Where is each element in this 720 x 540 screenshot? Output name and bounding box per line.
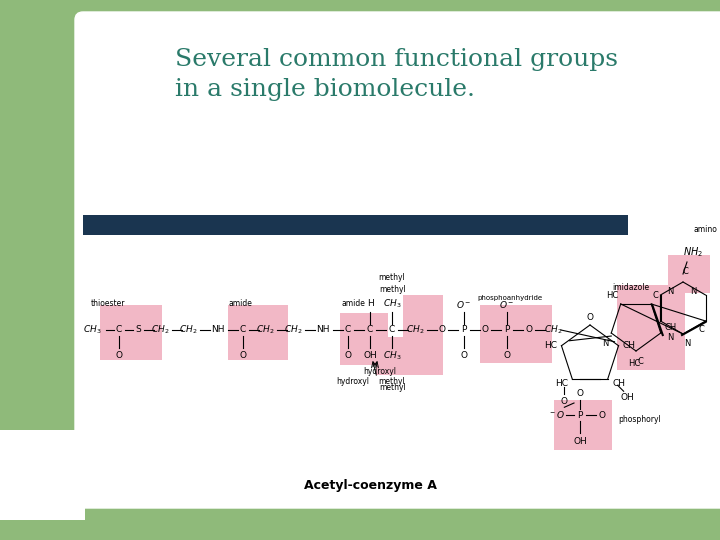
Bar bbox=[480, 305, 552, 363]
Text: $CH_2$: $CH_2$ bbox=[150, 324, 169, 336]
Text: amide: amide bbox=[341, 299, 365, 307]
Text: CH: CH bbox=[622, 341, 635, 350]
Text: HC: HC bbox=[544, 341, 557, 350]
Text: HC: HC bbox=[555, 379, 568, 388]
Text: imidazole: imidazole bbox=[613, 282, 650, 292]
Text: NH: NH bbox=[316, 326, 330, 334]
Text: C: C bbox=[345, 326, 351, 334]
Text: C: C bbox=[367, 326, 373, 334]
Text: $CH_2$: $CH_2$ bbox=[256, 324, 274, 336]
Text: $CH_2$: $CH_2$ bbox=[406, 324, 424, 336]
Text: O: O bbox=[344, 352, 351, 361]
Text: C: C bbox=[637, 356, 643, 366]
Text: P: P bbox=[577, 410, 582, 420]
Text: $NH_2$: $NH_2$ bbox=[683, 245, 703, 259]
Bar bbox=[668, 255, 710, 293]
Text: O: O bbox=[482, 326, 488, 334]
Text: hydroxyl: hydroxyl bbox=[336, 377, 369, 387]
Bar bbox=[228, 305, 288, 360]
Text: C: C bbox=[389, 326, 395, 334]
Bar bbox=[403, 337, 443, 375]
Text: methyl: methyl bbox=[379, 383, 406, 393]
Text: O: O bbox=[240, 352, 246, 361]
Bar bbox=[100, 305, 162, 360]
Text: $CH_2$: $CH_2$ bbox=[179, 324, 197, 336]
Text: C: C bbox=[682, 267, 688, 276]
Text: methyl: methyl bbox=[379, 273, 405, 282]
Text: N: N bbox=[690, 287, 697, 295]
Text: phosphoanhydride: phosphoanhydride bbox=[477, 295, 543, 301]
Bar bbox=[376, 337, 406, 375]
Text: phosphoryl: phosphoryl bbox=[618, 415, 662, 424]
Bar bbox=[403, 295, 443, 337]
Text: CH: CH bbox=[612, 379, 625, 388]
Text: methyl: methyl bbox=[379, 377, 405, 387]
Text: S: S bbox=[135, 326, 141, 334]
Text: O: O bbox=[526, 326, 533, 334]
Text: $^-O$: $^-O$ bbox=[548, 409, 564, 421]
Text: O: O bbox=[598, 410, 606, 420]
Text: OH: OH bbox=[621, 393, 634, 402]
Text: N: N bbox=[602, 339, 608, 348]
Text: N: N bbox=[667, 333, 674, 341]
Text: Acetyl-coenzyme A: Acetyl-coenzyme A bbox=[304, 478, 436, 491]
Text: $CH_3$: $CH_3$ bbox=[383, 350, 401, 362]
Bar bbox=[340, 313, 388, 365]
Text: $O^-$: $O^-$ bbox=[499, 299, 515, 309]
Text: C: C bbox=[240, 326, 246, 334]
Text: amino: amino bbox=[693, 226, 717, 234]
Text: in a single biomolecule.: in a single biomolecule. bbox=[175, 78, 475, 101]
Text: C: C bbox=[116, 326, 122, 334]
Text: HC: HC bbox=[628, 359, 640, 368]
Text: $O^-$: $O^-$ bbox=[456, 299, 472, 309]
Text: Several common functional groups: Several common functional groups bbox=[175, 48, 618, 71]
Bar bbox=[0, 430, 85, 520]
Text: P: P bbox=[462, 326, 467, 334]
Text: $CH_2$: $CH_2$ bbox=[544, 324, 562, 336]
Text: O: O bbox=[503, 352, 510, 361]
Text: thioester: thioester bbox=[91, 299, 125, 307]
Text: $CH_3$: $CH_3$ bbox=[383, 298, 401, 310]
Text: P: P bbox=[504, 326, 510, 334]
Bar bbox=[554, 400, 612, 450]
Text: hydroxyl: hydroxyl bbox=[364, 368, 397, 376]
Text: O: O bbox=[587, 313, 593, 321]
Text: O: O bbox=[577, 388, 583, 397]
Text: HC: HC bbox=[606, 292, 619, 300]
FancyBboxPatch shape bbox=[75, 12, 720, 508]
Text: N: N bbox=[667, 287, 674, 295]
Text: C: C bbox=[652, 292, 658, 300]
Text: H: H bbox=[366, 300, 374, 308]
Text: NH: NH bbox=[211, 326, 225, 334]
Text: O: O bbox=[461, 352, 467, 361]
Bar bbox=[83, 215, 628, 235]
Text: O: O bbox=[561, 397, 568, 406]
Text: O: O bbox=[438, 326, 446, 334]
Text: amide: amide bbox=[228, 299, 252, 307]
Text: O: O bbox=[115, 352, 122, 361]
Text: methyl: methyl bbox=[379, 286, 406, 294]
Bar bbox=[617, 285, 685, 370]
Text: $CH_3$: $CH_3$ bbox=[83, 324, 102, 336]
Text: OH: OH bbox=[573, 436, 587, 446]
Text: N: N bbox=[684, 340, 690, 348]
Text: CH: CH bbox=[665, 322, 677, 332]
Text: C: C bbox=[698, 325, 704, 334]
Text: $CH_2$: $CH_2$ bbox=[284, 324, 302, 336]
Text: OH: OH bbox=[363, 352, 377, 361]
